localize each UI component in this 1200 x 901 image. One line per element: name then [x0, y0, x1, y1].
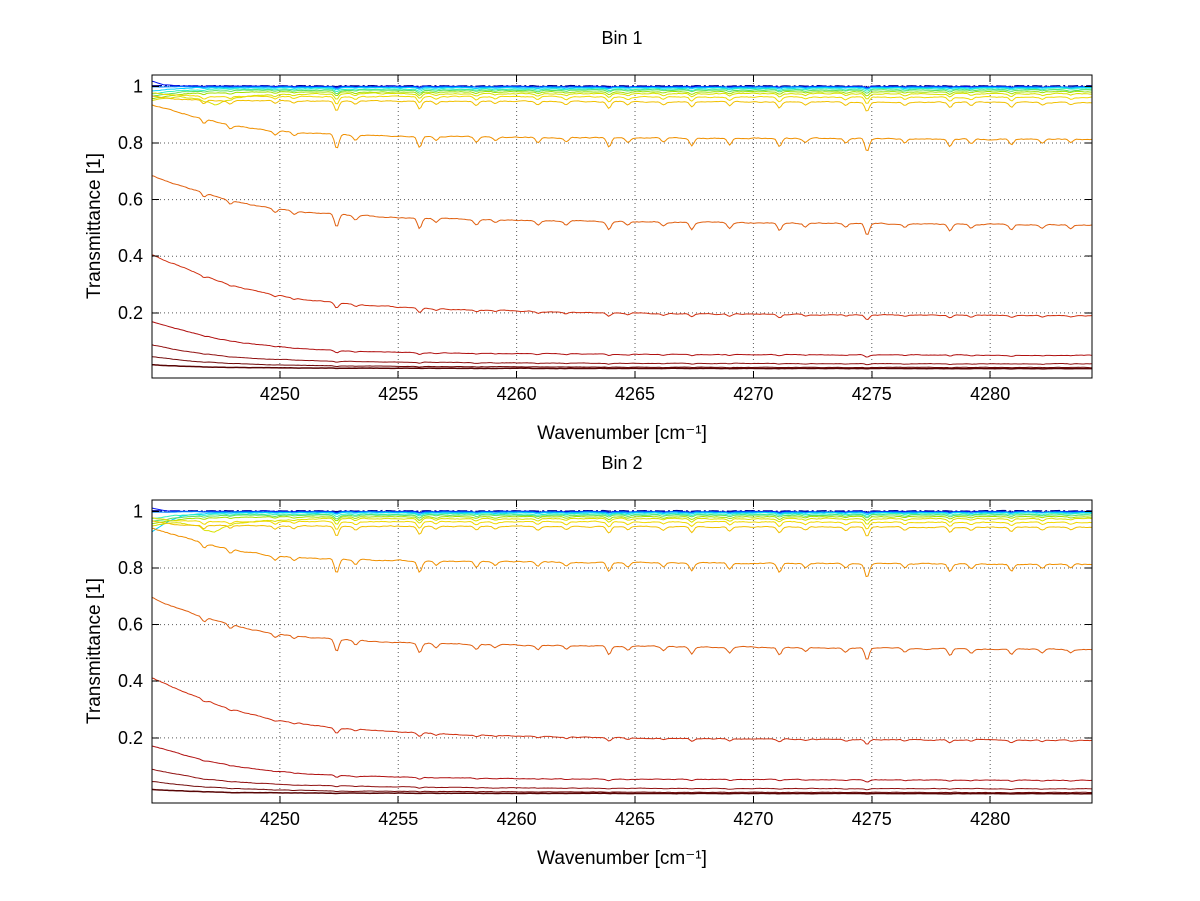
y-axis-label-bin-2: Transmittance [1]: [84, 577, 105, 725]
x-tick-label: 4260: [497, 384, 537, 404]
x-tick-label: 4250: [260, 809, 300, 829]
y-axis-label-bin-1: Transmittance [1]: [84, 152, 105, 300]
series-s05: [151, 87, 1092, 95]
series-s08: [151, 92, 1092, 106]
series-s11: [151, 104, 1092, 152]
series-s17: [151, 363, 1092, 370]
x-tick-label: 4280: [970, 809, 1010, 829]
series-s06: [151, 89, 1092, 97]
series-s13: [151, 254, 1092, 320]
x-tick-label: 4275: [852, 809, 892, 829]
y-tick-label: 1: [133, 76, 143, 96]
x-tick-label: 4270: [733, 809, 773, 829]
y-tick-label: 0.4: [118, 671, 143, 691]
series-s04: [151, 511, 1092, 533]
series-s06: [151, 514, 1092, 522]
y-tick-label: 1: [133, 501, 143, 521]
series-s13: [151, 677, 1092, 745]
series-s16: [151, 356, 1092, 369]
chart-title-bin-1: Bin 1: [601, 28, 643, 48]
series-s04: [151, 86, 1092, 92]
series-s09: [151, 92, 1092, 105]
y-tick-label: 0.8: [118, 133, 143, 153]
plot-2: 4250 4255 4260 4265 4270 4275 4280 0.2 0.4 0.6 0.8…: [118, 499, 1093, 829]
x-tick-label: 4260: [497, 809, 537, 829]
series-s11: [151, 527, 1092, 578]
series-s14: [151, 321, 1092, 358]
x-axis-label-bin-1: Wavenumber [cm⁻¹]: [537, 423, 707, 444]
series-s08: [151, 517, 1092, 533]
series-s09: [151, 517, 1092, 530]
y-tick-label: 0.4: [118, 246, 143, 266]
series-s03: [151, 86, 1092, 89]
y-tick-label: 0.8: [118, 558, 143, 578]
series-s07: [151, 515, 1092, 525]
series-s01: [151, 84, 1092, 88]
x-tick-label: 4275: [852, 384, 892, 404]
chart-title-bin-2: Bin 2: [601, 453, 643, 473]
x-tick-label: 4255: [378, 384, 418, 404]
x-tick-label: 4270: [733, 384, 773, 404]
series-s17: [151, 788, 1092, 795]
series-s14: [151, 745, 1092, 783]
x-axis-label-bin-2: Wavenumber [cm⁻¹]: [537, 848, 707, 869]
x-tick-label: 4265: [615, 809, 655, 829]
series-s10: [151, 520, 1092, 537]
y-tick-label: 0.6: [118, 190, 143, 210]
y-tick-label: 0.2: [118, 303, 143, 323]
x-tick-label: 4255: [378, 809, 418, 829]
x-tick-label: 4265: [615, 384, 655, 404]
y-tick-label: 0.2: [118, 728, 143, 748]
series-s12: [151, 175, 1092, 235]
series-s05: [151, 512, 1092, 520]
series-s12: [151, 596, 1092, 660]
series-s10: [151, 95, 1092, 112]
y-tick-label: 0.6: [118, 615, 143, 635]
series-s15: [151, 344, 1092, 366]
x-tick-label: 4280: [970, 384, 1010, 404]
series-s07: [151, 90, 1092, 100]
series-s15: [151, 768, 1092, 791]
plot-1: 4250 4255 4260 4265 4270 4275 4280 0.2 0.4 0.6 0.8…: [118, 74, 1093, 404]
series-s01: [151, 509, 1092, 513]
x-tick-label: 4250: [260, 384, 300, 404]
series-s16: [151, 781, 1092, 794]
